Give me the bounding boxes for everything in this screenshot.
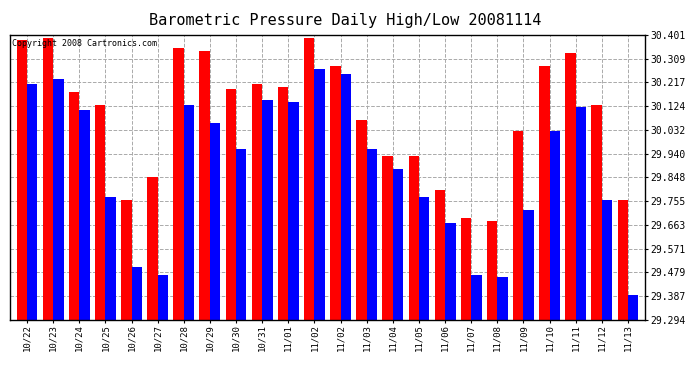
- Bar: [132, 267, 142, 320]
- Bar: [173, 48, 184, 320]
- Bar: [95, 105, 106, 320]
- Bar: [382, 156, 393, 320]
- Bar: [513, 130, 524, 320]
- Bar: [278, 87, 288, 320]
- Bar: [17, 40, 27, 320]
- Bar: [43, 38, 53, 320]
- Bar: [435, 190, 445, 320]
- Bar: [591, 105, 602, 320]
- Text: Barometric Pressure Daily High/Low 20081114: Barometric Pressure Daily High/Low 20081…: [149, 13, 541, 28]
- Bar: [550, 130, 560, 320]
- Bar: [487, 220, 497, 320]
- Bar: [393, 169, 403, 320]
- Bar: [330, 66, 341, 320]
- Bar: [471, 275, 482, 320]
- Bar: [210, 123, 220, 320]
- Bar: [236, 148, 246, 320]
- Bar: [304, 38, 315, 320]
- Bar: [184, 105, 194, 320]
- Bar: [199, 51, 210, 320]
- Bar: [53, 79, 63, 320]
- Bar: [157, 275, 168, 320]
- Bar: [419, 198, 429, 320]
- Bar: [356, 120, 366, 320]
- Bar: [408, 156, 419, 320]
- Bar: [262, 100, 273, 320]
- Bar: [575, 107, 586, 320]
- Text: Copyright 2008 Cartronics.com: Copyright 2008 Cartronics.com: [12, 39, 157, 48]
- Bar: [121, 200, 132, 320]
- Bar: [628, 295, 638, 320]
- Bar: [27, 84, 37, 320]
- Bar: [366, 148, 377, 320]
- Bar: [106, 198, 116, 320]
- Bar: [226, 89, 236, 320]
- Bar: [315, 69, 325, 320]
- Bar: [445, 223, 455, 320]
- Bar: [147, 177, 157, 320]
- Bar: [69, 92, 79, 320]
- Bar: [524, 210, 534, 320]
- Bar: [341, 74, 351, 320]
- Bar: [497, 277, 508, 320]
- Bar: [602, 200, 612, 320]
- Bar: [79, 110, 90, 320]
- Bar: [539, 66, 550, 320]
- Bar: [565, 53, 575, 320]
- Bar: [288, 102, 299, 320]
- Bar: [252, 84, 262, 320]
- Bar: [618, 200, 628, 320]
- Bar: [461, 218, 471, 320]
